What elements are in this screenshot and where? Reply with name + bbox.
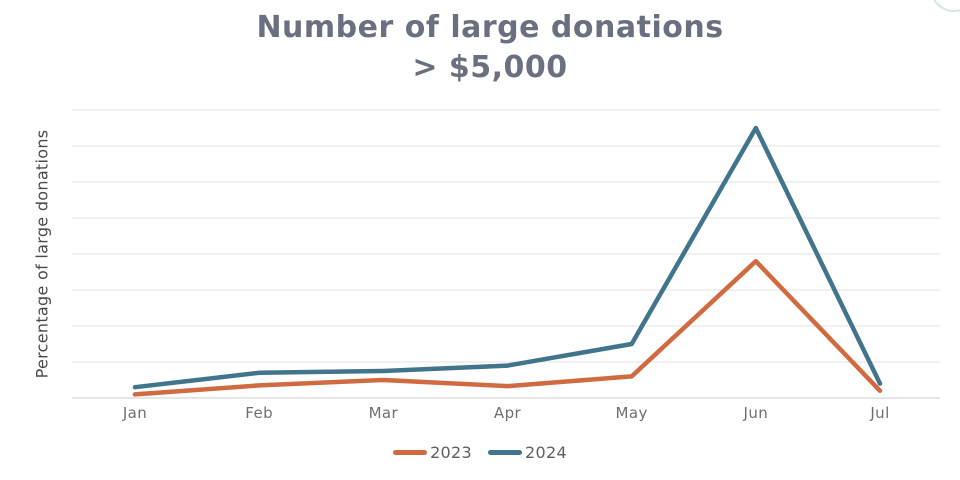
series-lines <box>132 125 883 397</box>
x-axis-label-jan: Jan <box>122 404 148 422</box>
legend-item-2023: 2023 <box>393 443 472 462</box>
series-line-2024 <box>132 125 883 390</box>
legend-label-2024: 2024 <box>525 442 567 462</box>
x-axis-label-feb: Feb <box>245 404 274 422</box>
chart-title: Number of large donations > $5,000 <box>10 8 960 88</box>
legend-swatch-2024 <box>488 449 522 455</box>
legend-swatch-2023 <box>393 449 428 455</box>
x-axis-label-jun: Jun <box>743 404 769 422</box>
legend-label-2023: 2023 <box>430 442 472 462</box>
x-axis-label-apr: Apr <box>493 404 522 422</box>
legend-item-2024: 2024 <box>488 443 567 462</box>
x-axis-label-may: May <box>615 404 648 422</box>
series-line-2023 <box>132 258 883 397</box>
x-axis-label-mar: Mar <box>368 404 399 422</box>
chart-title-line2: > $5,000 <box>412 50 568 85</box>
legend: 2023 2024 <box>0 440 960 464</box>
x-axis-label-jul: Jul <box>870 404 890 422</box>
gridlines <box>72 109 940 399</box>
chart-title-line1: Number of large donations <box>256 10 724 45</box>
